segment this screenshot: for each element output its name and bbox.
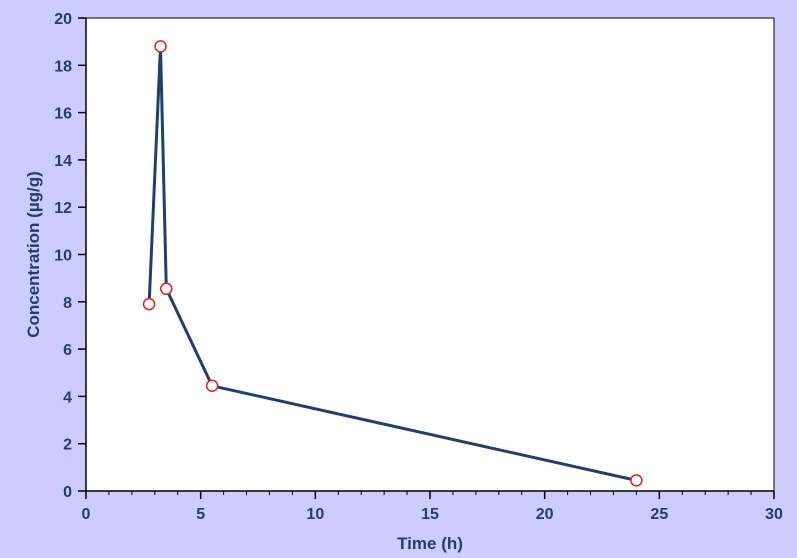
y-tick-label: 10 bbox=[54, 248, 72, 265]
y-tick-label: 4 bbox=[63, 389, 72, 406]
x-axis-title: Time (h) bbox=[397, 534, 463, 553]
y-tick-label: 0 bbox=[63, 484, 72, 501]
data-point bbox=[205, 379, 219, 393]
y-tick-label: 14 bbox=[54, 153, 72, 170]
data-markers bbox=[142, 40, 643, 487]
y-axis-title: Concentration (µg/g) bbox=[24, 171, 43, 338]
y-tick-label: 20 bbox=[54, 11, 72, 28]
x-tick-label: 30 bbox=[765, 506, 783, 523]
data-point bbox=[630, 474, 643, 487]
y-tick-label: 8 bbox=[63, 295, 72, 312]
y-tick-label: 6 bbox=[63, 342, 72, 359]
data-point bbox=[154, 40, 167, 53]
x-tick-label: 5 bbox=[196, 506, 205, 523]
x-tick-label: 0 bbox=[82, 506, 91, 523]
data-point bbox=[142, 297, 156, 311]
y-tick-label: 18 bbox=[54, 58, 72, 75]
x-tick-label: 10 bbox=[306, 506, 324, 523]
y-tick-label: 2 bbox=[63, 437, 72, 454]
plot-area bbox=[85, 17, 775, 492]
tick-labels: 0 5 10 15 20 25 30 0 2 4 6 8 10 12 14 16 18 20 bbox=[54, 11, 783, 523]
x-tick-label: 20 bbox=[536, 506, 554, 523]
x-tick-label: 25 bbox=[650, 506, 668, 523]
data-point bbox=[160, 282, 173, 296]
x-tick-label: 15 bbox=[421, 506, 439, 523]
y-tick-label: 12 bbox=[54, 200, 72, 217]
y-tick-label: 16 bbox=[54, 106, 72, 123]
